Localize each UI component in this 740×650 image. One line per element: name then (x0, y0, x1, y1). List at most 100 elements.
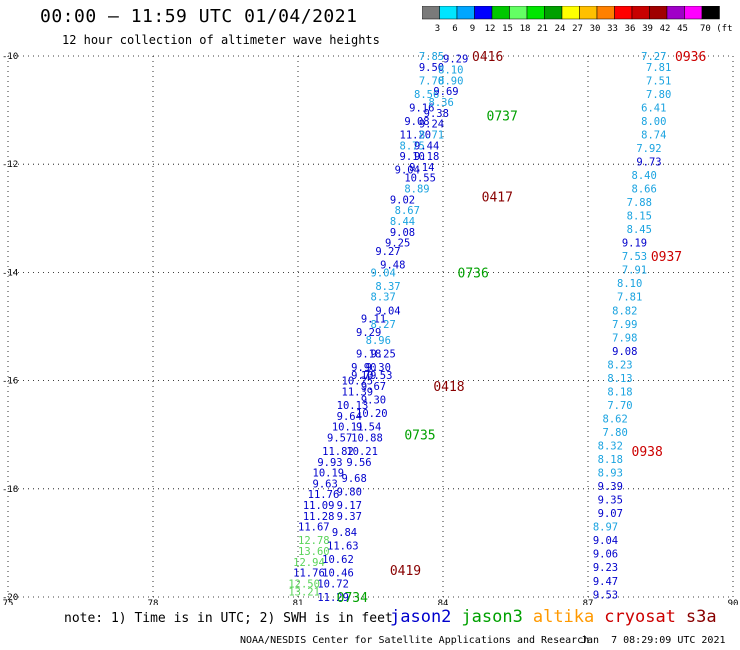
wave-height-label: 8.44 (390, 216, 415, 228)
wave-height-label: 9.04 (593, 535, 618, 547)
wave-height-label: 9.38 (424, 108, 449, 120)
wave-height-label: 7.99 (612, 319, 637, 331)
wave-height-label: 8.62 (603, 413, 628, 425)
wave-height-label: 9.29 (443, 54, 468, 66)
wave-height-label: 13.21 (288, 587, 320, 599)
wave-height-label: 12.78 (298, 535, 330, 547)
wave-height-label: 8.13 (607, 373, 632, 385)
pass-label: 0937 (651, 250, 682, 265)
scale-label: 39 (642, 24, 653, 34)
wave-height-label: 9.69 (433, 86, 458, 98)
wave-height-label: 10.72 (317, 578, 349, 590)
scale-label: 3 (435, 24, 440, 34)
lon-tick-label: 78 (148, 599, 159, 605)
timestamp-text: Jan 7 08:29:09 UTC 2021 (581, 635, 726, 646)
wave-height-label: 11.67 (298, 522, 330, 534)
wave-height-label: 8.71 (419, 129, 444, 141)
lon-tick-label: 90 (728, 599, 739, 605)
pass-label: 0936 (675, 50, 706, 65)
wave-height-label: 9.04 (371, 267, 396, 279)
wave-height-label: 8.93 (598, 468, 623, 480)
wave-height-label: 9.02 (390, 194, 415, 206)
wave-height-label: 9.19 (622, 238, 647, 250)
wave-height-label: 9.80 (337, 487, 362, 499)
wave-height-label: 8.75 (400, 140, 425, 152)
scale-label: 33 (607, 24, 618, 34)
wave-height-label: 9.63 (313, 478, 338, 490)
wave-height-label: 9.10 (400, 151, 425, 163)
wave-height-label: 10.19 (313, 468, 345, 480)
wave-height-label: 7.91 (622, 265, 647, 277)
wave-height-label: 7.80 (603, 427, 628, 439)
scale-label: 15 (502, 24, 513, 34)
wave-height-label: 10.20 (356, 408, 388, 420)
wave-height-label: 7.85 (419, 51, 444, 63)
wave-height-label: 7.88 (627, 197, 652, 209)
credit-text: NOAA/NESDIS Center for Satellite Applica… (240, 635, 590, 646)
wave-height-label: 8.36 (429, 97, 454, 109)
wave-height-label: 10.21 (346, 446, 378, 458)
wave-height-label: 7.80 (646, 89, 671, 101)
wave-height-label: 9.57 (327, 432, 352, 444)
note-text: note: 1) Time is in UTC; 2) SWH is in fe… (64, 611, 393, 626)
pass-label: 0418 (433, 380, 464, 395)
wave-height-label: 13.60 (298, 546, 330, 558)
wave-height-label: 9.18 (414, 151, 439, 163)
wave-height-label: 11.09 (303, 500, 335, 512)
scale-label: 30 (590, 24, 601, 34)
wave-height-label: 7.70 (607, 400, 632, 412)
wave-height-label: 7.70 (419, 75, 444, 87)
wave-height-label: 9.17 (337, 500, 362, 512)
wave-height-label: 8.67 (395, 205, 420, 217)
wave-height-label: 7.51 (646, 75, 671, 87)
wave-height-label: 8.10 (617, 278, 642, 290)
wave-height-label: 8.82 (612, 305, 637, 317)
wave-height-label: 9.54 (356, 422, 381, 434)
legend-item-jason3: jason3 (461, 607, 523, 627)
wave-height-label: 9.29 (356, 327, 381, 339)
wave-height-label: 8.15 (627, 211, 652, 223)
wave-height-label: 10.62 (322, 554, 354, 566)
wave-height-label: 9.56 (346, 457, 371, 469)
wave-height-label: 9.07 (598, 508, 623, 520)
wave-height-label: 9.44 (414, 140, 439, 152)
pass-label: 0417 (482, 191, 513, 206)
wave-height-label: 9.23 (593, 562, 618, 574)
wave-height-label: 9.27 (375, 246, 400, 258)
wave-height-label: 8.56 (414, 89, 439, 101)
wave-height-label: 9.08 (612, 346, 637, 358)
wave-height-label: 11.20 (400, 129, 432, 141)
wave-height-label: 10.25 (342, 376, 374, 388)
scale-label: 36 (625, 24, 636, 34)
scale-label: 6 (452, 24, 457, 34)
wave-height-label: 9.90 (351, 362, 376, 374)
scale-label: 18 (520, 24, 531, 34)
lat-tick-label: -14 (2, 268, 18, 278)
wave-height-label: 8.18 (607, 386, 632, 398)
wave-height-label: 8.18 (598, 454, 623, 466)
wave-height-label: 11.28 (303, 511, 335, 523)
legend-item-jason2: jason2 (390, 607, 452, 627)
wave-height-label: 10.55 (404, 173, 436, 185)
wave-height-label: 9.84 (332, 527, 357, 539)
wave-height-label: 7.53 (622, 251, 647, 263)
wave-height-label: 12.94 (293, 557, 325, 569)
wave-height-label: 11.76 (293, 568, 325, 580)
lat-tick-label: -12 (2, 160, 18, 170)
scale-label: 70 (ft) (700, 24, 732, 34)
wave-height-label: 9.68 (342, 473, 367, 485)
lat-tick-label: -18 (2, 485, 18, 495)
wave-height-label: 10.46 (322, 568, 354, 580)
wave-height-label: 9.04 (395, 165, 420, 177)
wave-height-label: 10.53 (361, 370, 393, 382)
wave-height-label: 9.04 (375, 305, 400, 317)
wave-height-label: 9.25 (385, 238, 410, 250)
wave-height-label: 9.73 (636, 156, 661, 168)
pass-label: 0734 (337, 591, 368, 605)
wave-height-label: 9.30 (361, 395, 386, 407)
wave-height-label: 9.39 (598, 481, 623, 493)
wave-height-label: 8.32 (598, 441, 623, 453)
lon-tick-label: 87 (583, 599, 594, 605)
lat-tick-label: -16 (2, 377, 18, 387)
wave-height-label: 10.11 (332, 422, 364, 434)
